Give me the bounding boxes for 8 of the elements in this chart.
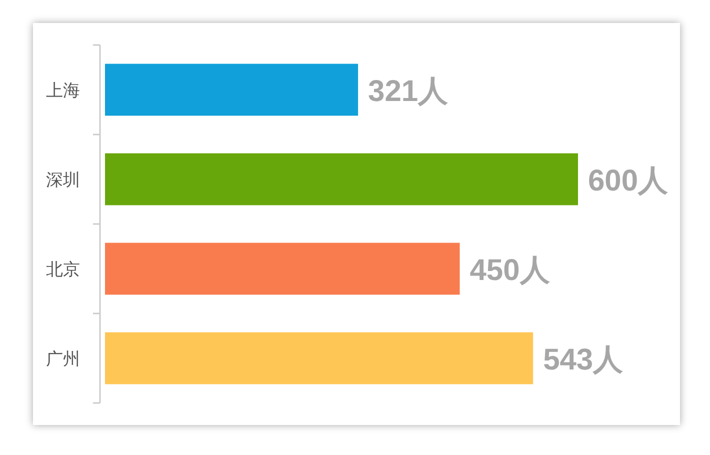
category-label: 北京: [46, 260, 80, 279]
value-label: 321人: [368, 74, 448, 108]
value-label: 543人: [543, 343, 624, 376]
category-label: 深圳: [46, 170, 80, 190]
category-label: 上海: [46, 80, 80, 100]
value-label: 450人: [470, 254, 550, 287]
category-label: 广州: [46, 349, 80, 368]
value-label: 600人: [588, 164, 668, 198]
